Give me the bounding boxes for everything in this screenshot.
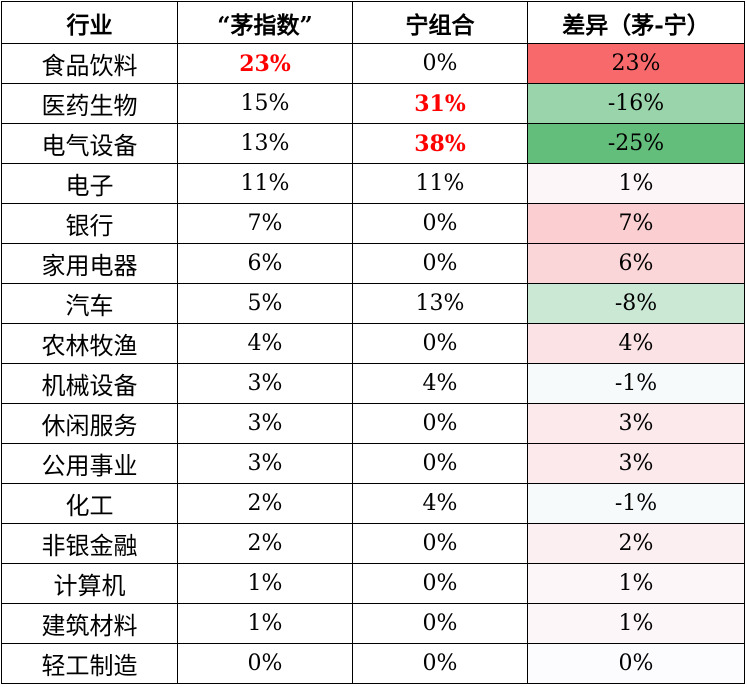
- industry-cell: 电子: [1, 163, 178, 204]
- industry-cell: 非银金融: [1, 523, 178, 564]
- table-row: 银行 7% 0% 7%: [1, 203, 745, 244]
- difference-cell: 23%: [527, 43, 745, 84]
- table-row: 电子 11% 11% 1%: [1, 163, 745, 204]
- industry-cell: 银行: [1, 203, 178, 244]
- ning-portfolio-cell: 11%: [352, 163, 528, 204]
- ning-portfolio-cell: 38%: [352, 123, 528, 164]
- table-row: 汽车 5% 13% -8%: [1, 283, 745, 324]
- ning-portfolio-cell: 0%: [352, 43, 528, 84]
- ning-portfolio-cell: 0%: [352, 203, 528, 244]
- mao-index-cell: 15%: [177, 83, 353, 124]
- header-industry: 行业: [1, 1, 178, 44]
- table-row: 轻工制造 0% 0% 0%: [1, 643, 745, 684]
- header-difference: 差异（茅-宁）: [527, 1, 745, 44]
- industry-cell: 休闲服务: [1, 403, 178, 444]
- industry-cell: 化工: [1, 483, 178, 524]
- mao-index-cell: 7%: [177, 203, 353, 244]
- table-row: 休闲服务 3% 0% 3%: [1, 403, 745, 444]
- difference-cell: 0%: [527, 643, 745, 684]
- table-row: 农林牧渔 4% 0% 4%: [1, 323, 745, 364]
- ning-portfolio-cell: 0%: [352, 563, 528, 604]
- ning-portfolio-cell: 0%: [352, 243, 528, 284]
- industry-cell: 电气设备: [1, 123, 178, 164]
- ning-portfolio-cell: 13%: [352, 283, 528, 324]
- difference-cell: 3%: [527, 403, 745, 444]
- table-row: 家用电器 6% 0% 6%: [1, 243, 745, 284]
- table-row: 机械设备 3% 4% -1%: [1, 363, 745, 404]
- ning-portfolio-cell: 0%: [352, 443, 528, 484]
- difference-cell: 7%: [527, 203, 745, 244]
- ning-portfolio-cell: 0%: [352, 403, 528, 444]
- table-row: 计算机 1% 0% 1%: [1, 563, 745, 604]
- table-body: 食品饮料 23% 0% 23% 医药生物 15% 31% -16% 电气设备 13% 38% -25%…: [1, 43, 745, 684]
- difference-cell: 1%: [527, 563, 745, 604]
- table-row: 医药生物 15% 31% -16%: [1, 83, 745, 124]
- difference-cell: 1%: [527, 163, 745, 204]
- mao-index-cell: 2%: [177, 483, 353, 524]
- difference-cell: -16%: [527, 83, 745, 124]
- table-row: 化工 2% 4% -1%: [1, 483, 745, 524]
- difference-cell: 6%: [527, 243, 745, 284]
- mao-index-cell: 11%: [177, 163, 353, 204]
- ning-portfolio-cell: 4%: [352, 363, 528, 404]
- header-ning-portfolio: 宁组合: [352, 1, 528, 44]
- industry-cell: 医药生物: [1, 83, 178, 124]
- mao-index-cell: 23%: [177, 43, 353, 84]
- mao-index-cell: 2%: [177, 523, 353, 564]
- table-row: 非银金融 2% 0% 2%: [1, 523, 745, 564]
- header-mao-index: “茅指数”: [177, 1, 353, 44]
- industry-cell: 汽车: [1, 283, 178, 324]
- ning-portfolio-cell: 31%: [352, 83, 528, 124]
- ning-portfolio-cell: 0%: [352, 643, 528, 684]
- difference-cell: 1%: [527, 603, 745, 644]
- mao-index-cell: 3%: [177, 403, 353, 444]
- mao-index-cell: 5%: [177, 283, 353, 324]
- mao-index-cell: 3%: [177, 363, 353, 404]
- industry-cell: 农林牧渔: [1, 323, 178, 364]
- industry-cell: 公用事业: [1, 443, 178, 484]
- difference-cell: -1%: [527, 483, 745, 524]
- ning-portfolio-cell: 0%: [352, 523, 528, 564]
- difference-cell: -25%: [527, 123, 745, 164]
- ning-portfolio-cell: 0%: [352, 323, 528, 364]
- industry-cell: 轻工制造: [1, 643, 178, 684]
- difference-cell: -1%: [527, 363, 745, 404]
- table-row: 电气设备 13% 38% -25%: [1, 123, 745, 164]
- difference-cell: -8%: [527, 283, 745, 324]
- industry-cell: 计算机: [1, 563, 178, 604]
- difference-cell: 4%: [527, 323, 745, 364]
- industry-cell: 食品饮料: [1, 43, 178, 84]
- difference-cell: 2%: [527, 523, 745, 564]
- industry-cell: 机械设备: [1, 363, 178, 404]
- mao-index-cell: 6%: [177, 243, 353, 284]
- mao-index-cell: 0%: [177, 643, 353, 684]
- mao-index-cell: 13%: [177, 123, 353, 164]
- industry-cell: 建筑材料: [1, 603, 178, 644]
- difference-cell: 3%: [527, 443, 745, 484]
- mao-index-cell: 1%: [177, 563, 353, 604]
- table-row: 建筑材料 1% 0% 1%: [1, 603, 745, 644]
- ning-portfolio-cell: 0%: [352, 603, 528, 644]
- mao-index-cell: 4%: [177, 323, 353, 364]
- table-row: 公用事业 3% 0% 3%: [1, 443, 745, 484]
- table-row: 食品饮料 23% 0% 23%: [1, 43, 745, 84]
- mao-index-cell: 3%: [177, 443, 353, 484]
- industry-cell: 家用电器: [1, 243, 178, 284]
- header-row: 行业 “茅指数” 宁组合 差异（茅-宁）: [1, 1, 745, 44]
- mao-index-cell: 1%: [177, 603, 353, 644]
- ning-portfolio-cell: 4%: [352, 483, 528, 524]
